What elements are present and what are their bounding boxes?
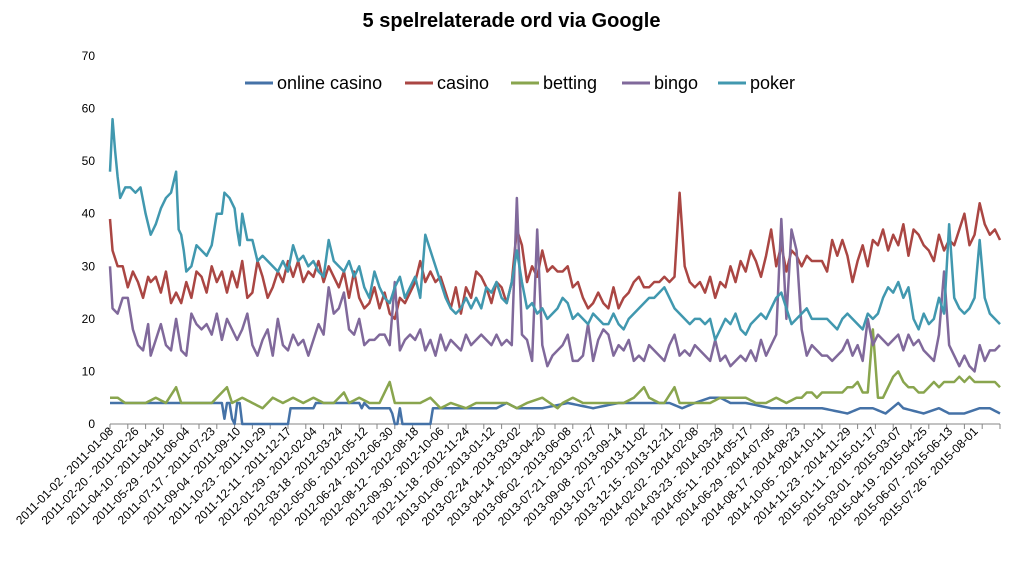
series-lines <box>108 117 1002 426</box>
legend-label: bingo <box>654 73 698 93</box>
y-tick-label: 30 <box>82 259 96 273</box>
series-line-bingo <box>108 196 1001 373</box>
legend-label: online casino <box>277 73 382 93</box>
y-tick-label: 10 <box>82 364 96 378</box>
legend: online casino casino betting bingo poker <box>245 73 795 93</box>
y-tick-label: 0 <box>88 417 95 431</box>
legend-label: betting <box>543 73 597 93</box>
series-line-online-casino <box>110 396 1001 426</box>
y-tick-label: 60 <box>82 102 96 116</box>
series-line-casino <box>108 191 1002 321</box>
y-axis: 0 10 20 30 40 50 60 70 <box>82 49 96 431</box>
legend-label: casino <box>437 73 489 93</box>
chart-title: 5 spelrelaterade ord via Google <box>362 10 661 32</box>
y-tick-label: 20 <box>82 312 96 326</box>
y-tick-label: 40 <box>82 207 96 221</box>
series-line-betting <box>110 328 1001 410</box>
y-tick-label: 70 <box>82 49 96 63</box>
series-line-poker <box>108 117 1001 342</box>
legend-label: poker <box>750 73 795 93</box>
y-tick-label: 50 <box>82 154 96 168</box>
